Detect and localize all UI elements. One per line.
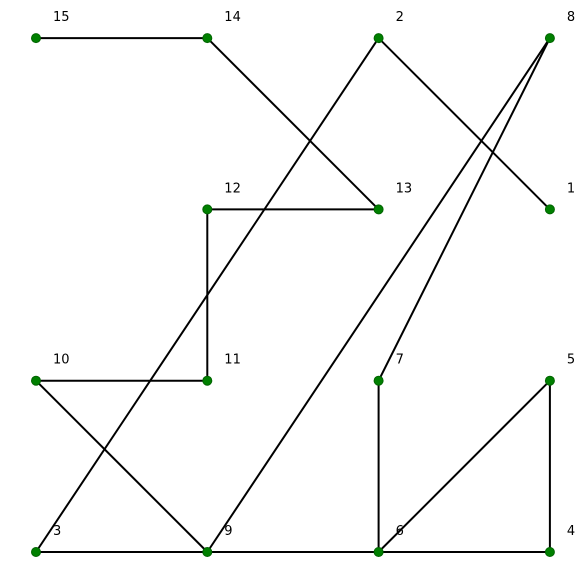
- node-label-2: 2: [396, 10, 404, 25]
- edge-5-6: [377, 379, 551, 553]
- edge-layer: [35, 37, 551, 553]
- node-13: [373, 204, 384, 215]
- node-label-4: 4: [567, 524, 575, 539]
- edge-14-13: [206, 37, 380, 211]
- node-1: [544, 204, 555, 215]
- node-label-7: 7: [396, 353, 404, 368]
- edge-8-9: [206, 37, 551, 553]
- node-6: [373, 547, 384, 557]
- node-label-3: 3: [53, 524, 61, 539]
- node-12: [202, 204, 213, 215]
- edge-8-7: [377, 37, 551, 382]
- node-3: [31, 547, 41, 557]
- node-15: [31, 33, 41, 44]
- node-4: [544, 547, 555, 557]
- node-2: [373, 33, 384, 44]
- node-5: [544, 375, 555, 386]
- node-11: [202, 375, 213, 386]
- node-9: [202, 547, 213, 557]
- node-7: [373, 375, 384, 386]
- node-label-15: 15: [53, 10, 70, 25]
- node-label-11: 11: [224, 353, 241, 368]
- edge-10-9: [35, 379, 209, 553]
- edge-2-1: [377, 37, 551, 211]
- node-8: [544, 33, 555, 44]
- node-label-14: 14: [224, 10, 241, 25]
- node-layer: [31, 33, 555, 557]
- node-label-9: 9: [224, 524, 232, 539]
- node-10: [31, 375, 41, 386]
- node-label-5: 5: [567, 353, 575, 368]
- node-14: [202, 33, 213, 44]
- node-label-6: 6: [396, 524, 404, 539]
- node-label-10: 10: [53, 353, 70, 368]
- node-label-8: 8: [567, 10, 575, 25]
- node-label-1: 1: [567, 181, 575, 196]
- node-label-13: 13: [396, 181, 413, 196]
- node-label-12: 12: [224, 181, 241, 196]
